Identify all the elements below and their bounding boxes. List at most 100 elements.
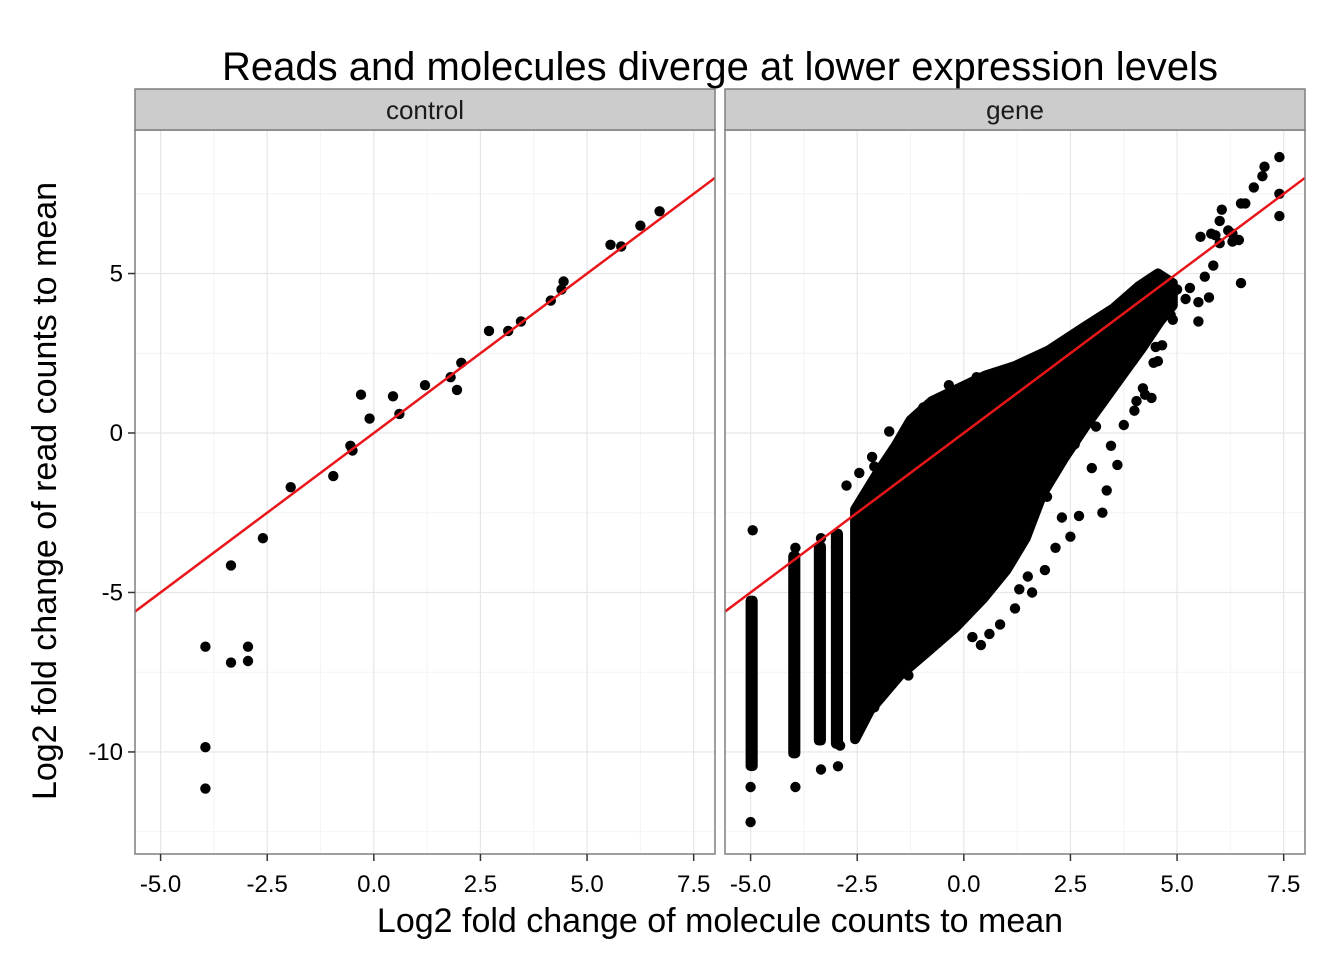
dense-point-band [813,541,826,746]
panel-gene: gene -5.0 -2.5 0.0 2.5 5.0 7.5 [724,88,1306,898]
data-point [1171,284,1183,295]
data-point [1090,421,1102,432]
data-point [1180,293,1191,305]
x-tick-label: -2.5 [247,871,288,898]
data-point [834,740,846,751]
data-point [1274,210,1285,222]
data-point [1069,439,1080,450]
data-point [242,655,254,667]
data-point [558,276,569,287]
data-point [1208,260,1219,271]
data-point [1139,389,1151,400]
x-tick-label: 7.5 [677,871,710,898]
data-point [1216,204,1228,215]
data-point [1105,440,1117,451]
gridlines [135,130,715,854]
y-tick-label: 5 [110,261,123,288]
x-tick-label: 2.5 [1054,871,1087,898]
data-point [903,670,914,681]
data-point [1193,297,1204,308]
data-point [1274,151,1285,163]
dense-point-band [788,551,801,759]
x-axis-ticks: -5.0 -2.5 0.0 2.5 5.0 7.5 [730,854,1300,898]
data-point [866,451,878,463]
data-point [1043,395,1055,407]
data-point [971,372,982,383]
x-tick-label: 5.0 [570,871,603,898]
data-point [328,470,339,482]
facet-strip-label: control [386,95,464,125]
data-point [419,380,431,391]
data-point [225,560,237,571]
data-point [1118,419,1130,431]
data-point [1257,171,1268,182]
data-point [860,571,871,582]
fit-line [725,176,1305,613]
data-point [903,423,914,434]
data-point [1248,182,1260,193]
points-layer [745,151,1285,828]
data-point [1026,587,1038,598]
chart-title: Reads and molecules diverge at lower exp… [222,45,1218,89]
data-point [890,523,901,534]
facet-panels: control -5.0 -2.5 0.0 2.5 5.0 7.5 -10 -5 0 5 gene -5… [88,88,1306,898]
data-point [1101,485,1112,496]
data-point [984,628,995,640]
x-tick-label: 0.0 [357,871,390,898]
data-point [483,325,495,337]
y-axis-ticks: -10 -5 0 5 [88,261,135,766]
data-point [1167,314,1179,325]
points-layer [200,206,665,794]
data-point [1227,236,1238,247]
data-point [1009,603,1021,614]
data-point [387,391,399,402]
data-point [999,454,1010,466]
data-point [815,764,827,775]
data-point [1133,346,1144,357]
x-tick-label: 2.5 [464,871,497,898]
data-point [1118,325,1130,337]
data-point [745,781,756,793]
data-point [1131,395,1142,407]
data-point [924,616,935,627]
facet-strip [134,88,716,131]
panel-background [135,130,715,854]
x-tick-label: 5.0 [1160,871,1193,898]
data-point [907,442,918,453]
data-point [1235,277,1247,289]
data-point [956,523,967,534]
data-point [200,641,211,652]
data-point [918,402,929,413]
data-point [1214,215,1225,227]
data-point [1041,491,1053,502]
data-point [1148,357,1159,368]
data-point [1056,512,1068,523]
data-point [1203,292,1215,303]
x-tick-label: -5.0 [730,871,771,898]
data-point [986,558,997,569]
data-point [1095,378,1106,389]
x-tick-label: 0.0 [947,871,980,898]
data-point [364,413,375,424]
dense-point-band [745,595,758,772]
dense-point-band [830,528,844,749]
data-point [1097,507,1108,518]
data-point [954,475,965,486]
x-tick-label: 7.5 [1267,871,1300,898]
data-point [451,384,463,396]
data-point [1039,564,1051,576]
y-axis-title: Log2 fold change of read counts to mean [26,182,64,800]
data-point [1259,161,1270,172]
data-point [1199,271,1211,282]
data-point [1210,230,1221,241]
data-point [355,389,367,400]
facet-strip [724,88,1306,131]
facet-strip-label: gene [986,95,1044,125]
data-point [200,783,211,794]
data-point [745,816,756,828]
data-point [1086,462,1098,474]
data-point [1129,405,1140,416]
y-tick-label: 0 [110,420,123,447]
x-axis-title: Log2 fold change of molecule counts to m… [377,902,1063,940]
